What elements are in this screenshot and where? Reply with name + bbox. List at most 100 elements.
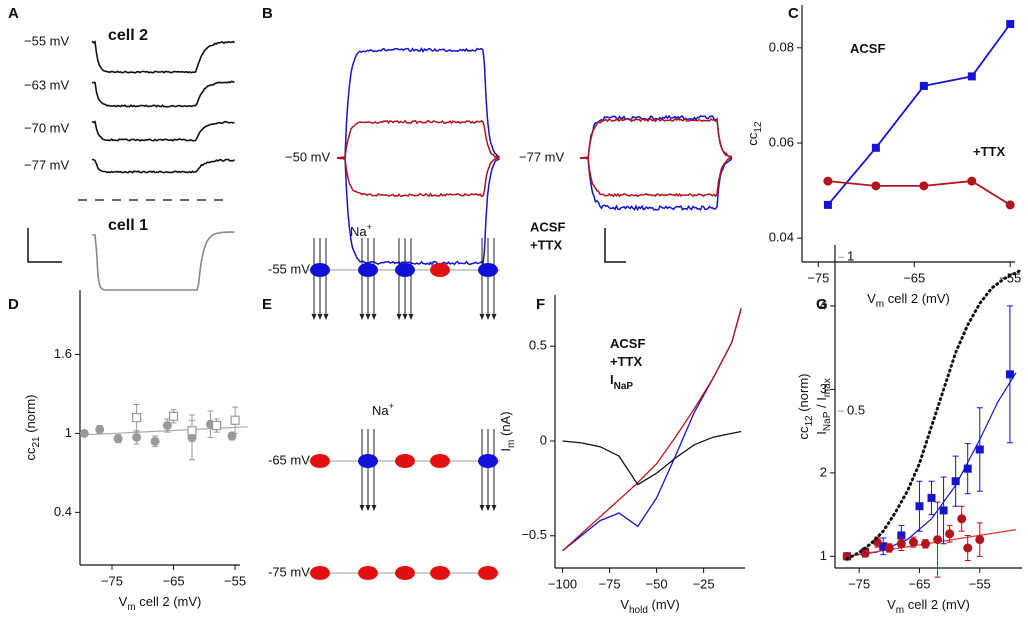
y-axis-label-part: cc (796, 426, 811, 440)
y2-axis-label-part: max (822, 378, 833, 397)
y2-axis-label-part: I (814, 431, 829, 435)
y-tick-label: 1 (820, 548, 827, 563)
trace-label: −50 mV (285, 149, 330, 164)
y-axis-label: cc12 (norm) (796, 373, 814, 439)
marker (79, 428, 89, 438)
channel (430, 566, 450, 580)
arrowhead (317, 314, 323, 320)
channel (395, 263, 415, 277)
voltage-label: -65 mV (268, 452, 310, 467)
x-axis-label-part: cell 2 (mV) (904, 597, 970, 612)
series-line (845, 268, 1024, 561)
marker (162, 421, 172, 431)
y-axis-label-part: m (506, 440, 517, 448)
marker (871, 181, 881, 191)
x-axis-label: Vm cell 2 (mV) (119, 594, 202, 612)
fit-line (847, 372, 1017, 557)
legend-entry-part: +TTX (610, 354, 642, 369)
y-axis-label: Im (nA) (498, 411, 516, 451)
arrowhead (371, 314, 377, 320)
legend-entry-part: ACSF (610, 336, 645, 351)
x-tick-label: −55 (969, 576, 991, 591)
y-tick-label: 3 (820, 381, 827, 396)
marker (920, 539, 930, 549)
marker (823, 200, 832, 209)
marker (919, 81, 928, 90)
x-axis-label-part: V (887, 597, 896, 612)
channel (358, 454, 378, 468)
y-tick-label: 4 (820, 297, 827, 312)
channel (310, 566, 330, 580)
marker (132, 413, 142, 423)
x-axis-label-part: cell 2 (mV) (136, 594, 202, 609)
scale-bar (604, 228, 626, 263)
y-axis-label-part: cc (23, 447, 38, 461)
marker (963, 464, 972, 473)
arrowhead (359, 505, 365, 511)
marker (132, 432, 142, 442)
x-axis-label-part: V (119, 594, 128, 609)
x-tick-label: −75 (101, 573, 123, 588)
x-tick-label: −100 (548, 576, 577, 591)
marker (933, 535, 943, 545)
trace (91, 120, 235, 142)
marker (975, 445, 984, 454)
y-axis-label-part: 12 (753, 121, 764, 133)
y-tick-label: 1.6 (54, 346, 72, 361)
x-axis-label-part: m (127, 602, 135, 613)
marker (860, 548, 870, 558)
cell-label: cell 2 (108, 27, 148, 44)
y-axis-label: cc21 (norm) (23, 394, 41, 460)
arrowhead (323, 314, 329, 320)
marker (168, 411, 179, 421)
marker (1005, 370, 1014, 379)
x-axis-label-part: cell 2 (mV) (884, 291, 950, 306)
x-axis-label: Vm cell 2 (mV) (887, 597, 970, 615)
trace (336, 156, 500, 198)
y-axis-label-part: (nA) (498, 411, 513, 439)
x-tick-label: −25 (693, 576, 715, 591)
arrowhead (491, 505, 497, 511)
panel-letter: F (536, 296, 545, 313)
ion-label-part: + (367, 222, 372, 232)
arrowhead (359, 314, 365, 320)
y-axis-label-part: I (498, 448, 513, 452)
marker (927, 493, 936, 502)
trace (579, 114, 733, 160)
trace (91, 40, 235, 74)
x-tick-label: −75 (807, 270, 829, 285)
x-tick-label: −75 (599, 576, 621, 591)
marker (871, 143, 880, 152)
arrowhead (311, 314, 317, 320)
marker (945, 529, 955, 539)
trace-label: −77 mV (519, 149, 564, 164)
x-axis-label-part: (mV) (648, 597, 680, 612)
trace (92, 80, 235, 108)
marker (967, 176, 977, 186)
trace-label: −63 mV (24, 77, 69, 92)
arrowhead (491, 314, 497, 320)
legend-entry-part: ACSF (850, 41, 885, 56)
marker (975, 535, 985, 545)
series-line (562, 430, 742, 486)
channel (430, 263, 450, 277)
trace (91, 158, 235, 174)
marker (823, 176, 833, 186)
voltage-label: -75 mV (268, 564, 310, 579)
y-axis-label-part: 12 (804, 415, 815, 427)
y-axis-label-part: cc (745, 132, 760, 146)
y2-axis-label-part: NaP (822, 411, 833, 431)
ion-label-part: Na (350, 224, 367, 239)
y-tick-label: 2 (820, 464, 827, 479)
ion-label-part: + (389, 401, 394, 411)
series-line (827, 180, 1011, 206)
y-tick-label: 1 (65, 425, 72, 440)
series-line (562, 308, 742, 552)
y-axis-label-part: (norm) (23, 394, 38, 436)
legend-entry: ACSF (850, 41, 885, 56)
marker (150, 436, 160, 446)
y-tick-label: 0.06 (769, 134, 794, 149)
y-tick-label: 0.04 (769, 230, 794, 245)
panel-letter: D (8, 296, 19, 313)
arrowhead (402, 314, 408, 320)
